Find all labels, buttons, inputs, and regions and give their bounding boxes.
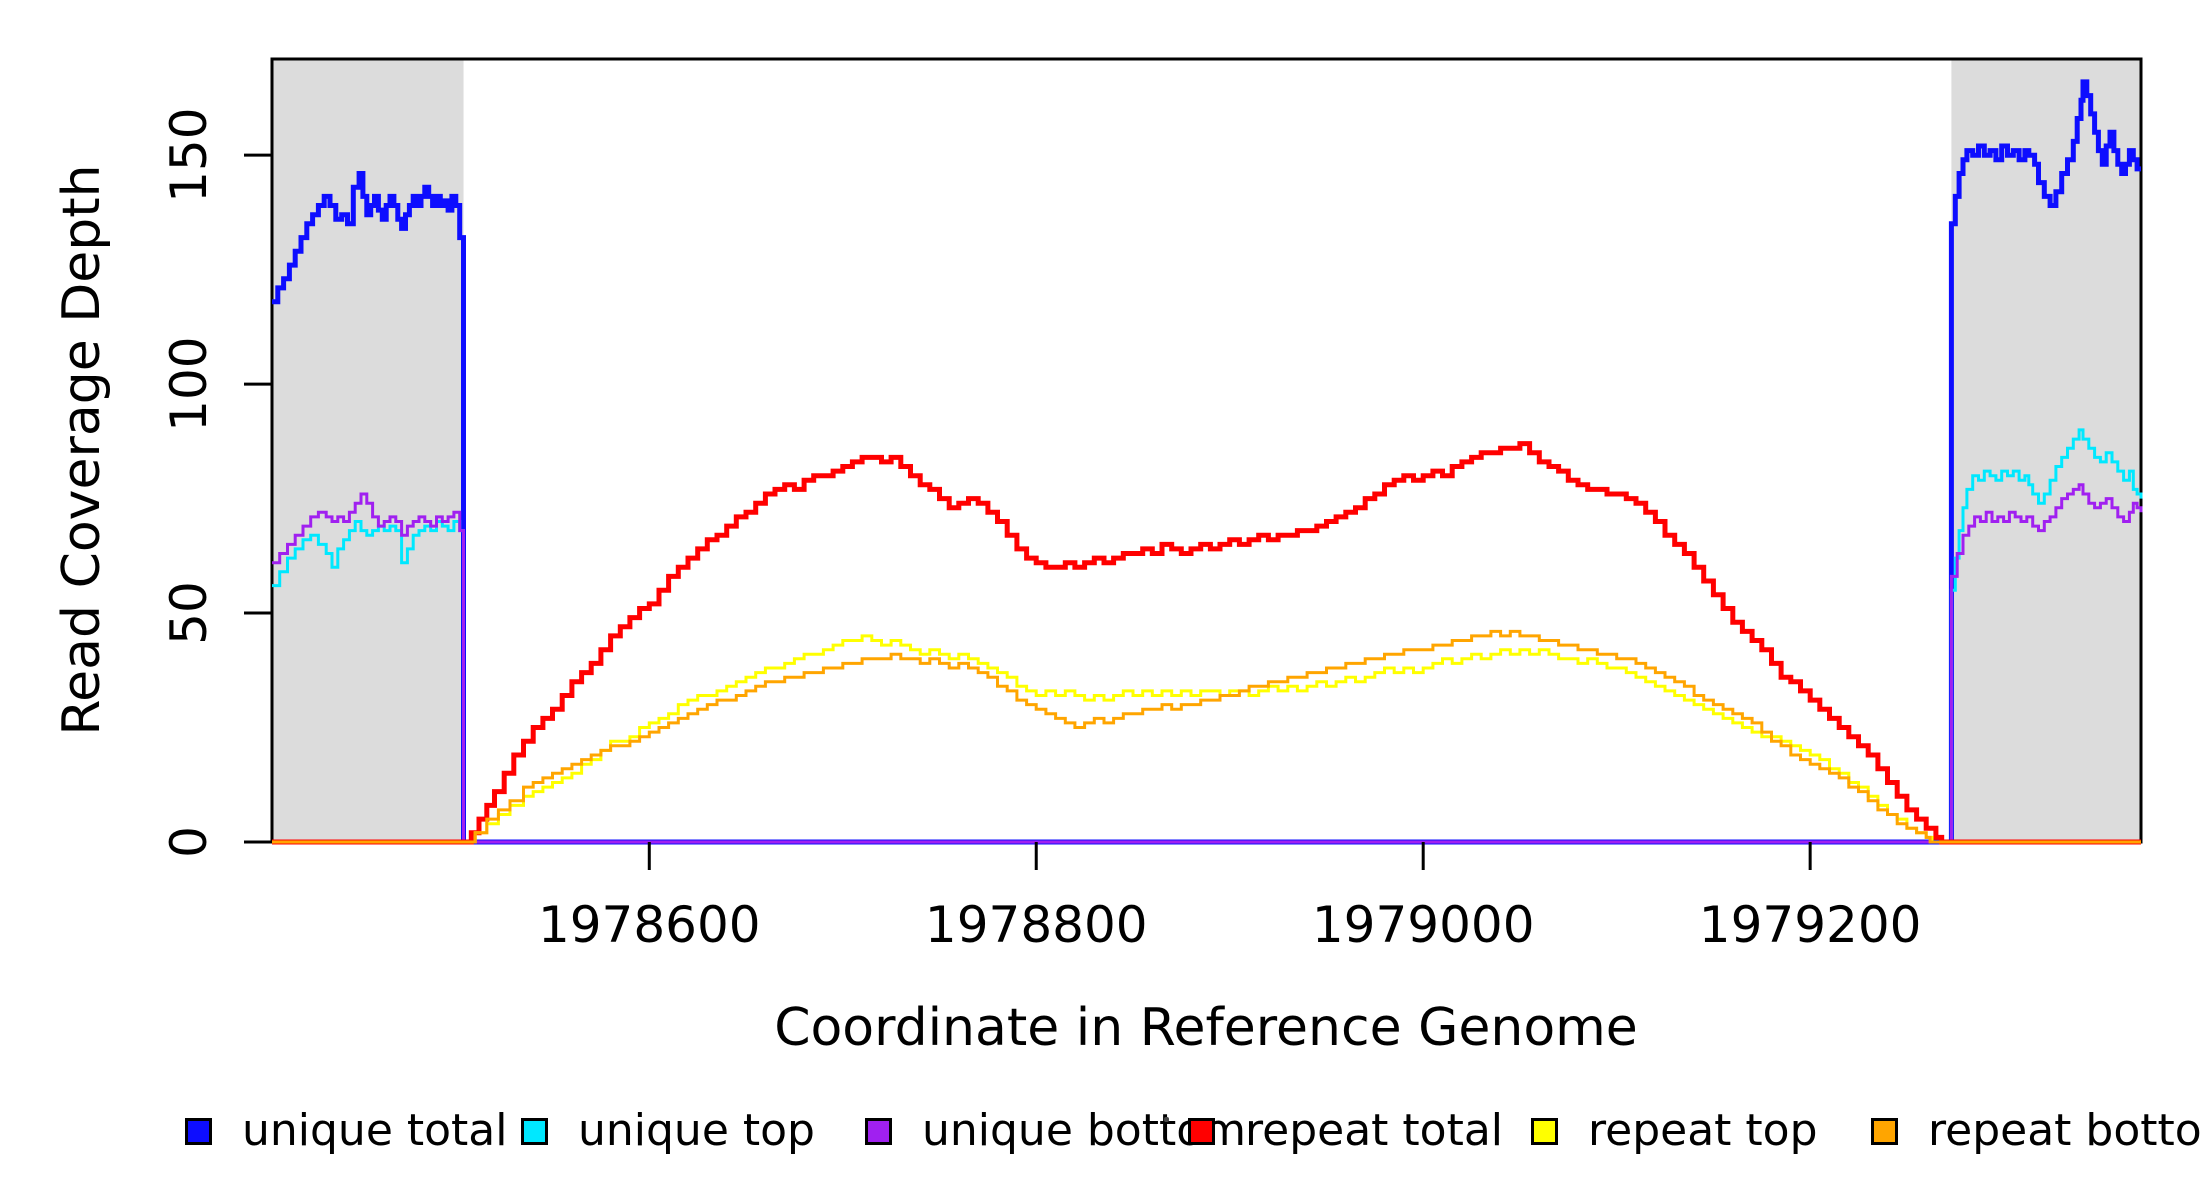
x-tick-label: 1978800 (925, 896, 1148, 954)
series-repeat-total (272, 441, 2141, 845)
legend-item-repeat-top: repeat top (1531, 1105, 1818, 1156)
series-unique-total (272, 79, 2141, 845)
x-tick-label: 1979000 (1312, 896, 1535, 954)
series-repeat-top (272, 634, 2141, 844)
y-tick-label: 50 (160, 581, 218, 645)
legend-swatch (185, 1117, 212, 1145)
series-unique-bottom (272, 483, 2143, 844)
stray-dot (1164, 1117, 1169, 1122)
x-tick-label: 1979200 (1699, 896, 1922, 954)
legend-swatch (1188, 1117, 1215, 1145)
plot-border (270, 57, 2143, 844)
legend-item-repeat-bottom: repeat bottom (1871, 1105, 2200, 1156)
legend-swatch (1871, 1117, 1898, 1145)
shaded-region-right (1951, 59, 2141, 842)
series-repeat-bottom (272, 629, 2141, 844)
shaded-region-left (272, 59, 464, 842)
legend-label: unique total (242, 1105, 508, 1156)
legend-label: repeat total (1245, 1105, 1504, 1156)
y-tick-label: 100 (160, 336, 218, 431)
legend-swatch (521, 1117, 548, 1145)
coverage-plot: 1978600 1978800 1979000 1979200 0 50 100 150 (160, 57, 2143, 954)
legend-label: repeat top (1588, 1105, 1818, 1156)
legend-label: repeat bottom (1928, 1105, 2200, 1156)
y-tick-label: 150 (160, 107, 218, 202)
legend-item-unique-total: unique total (185, 1105, 508, 1156)
y-tick-label: 0 (160, 826, 218, 858)
series-unique-top (272, 428, 2143, 844)
legend-swatch (1531, 1117, 1558, 1145)
legend-item-repeat-total: repeat total (1188, 1105, 1504, 1156)
legend-label: unique top (578, 1105, 815, 1156)
legend-item-unique-top: unique top (521, 1105, 815, 1156)
x-tick-label: 1978600 (538, 896, 761, 954)
x-axis-title: Coordinate in Reference Genome (774, 998, 1638, 1058)
legend: unique total unique top unique bottom repea… (0, 0, 2200, 1153)
legend-swatch (865, 1117, 892, 1145)
